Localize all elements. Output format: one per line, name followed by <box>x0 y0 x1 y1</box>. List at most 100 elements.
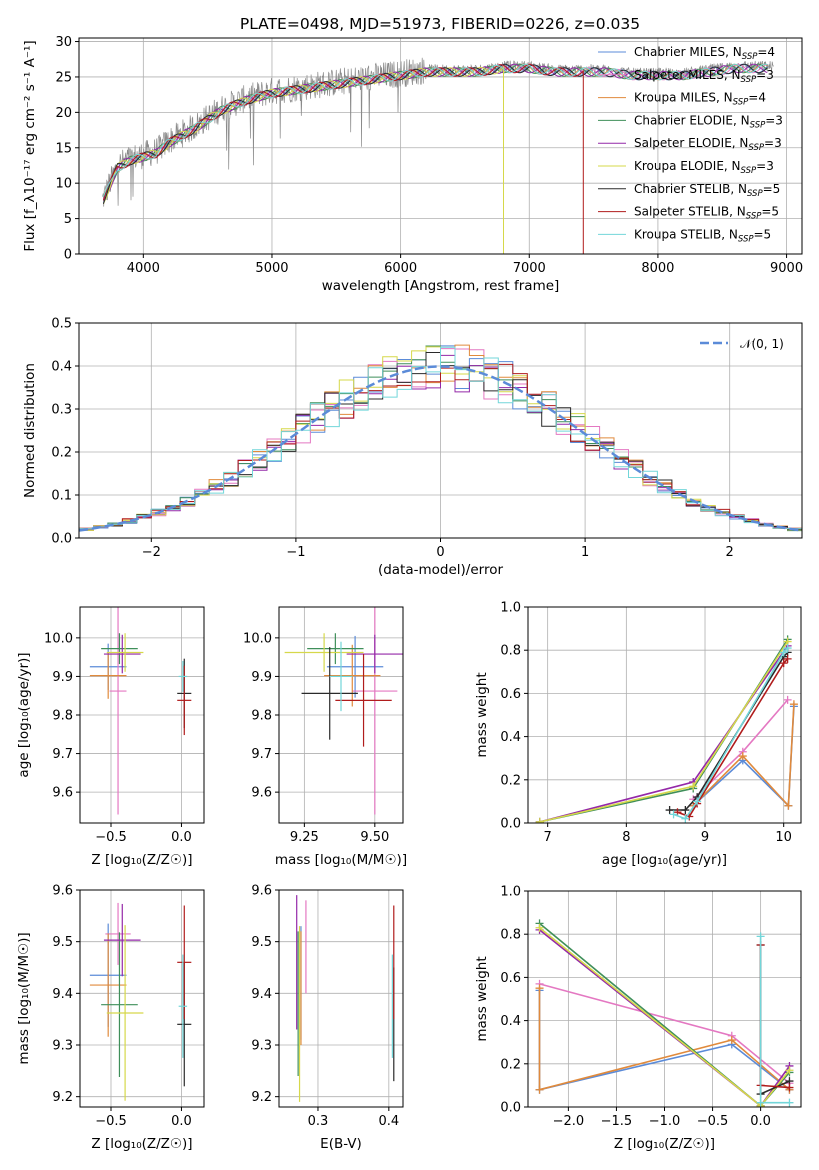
y-axis-label: Normed distribution <box>22 363 38 498</box>
weight-marker-salpeter_stelib <box>785 1083 794 1092</box>
x-tick-label: −2 <box>142 545 161 560</box>
y-tick-label: 9.6 <box>52 884 73 899</box>
weight-marker-kroupa_elodie <box>689 782 698 791</box>
x-axis-label: E(B-V) <box>320 1136 362 1152</box>
y-axis-label: mass weight <box>474 956 490 1041</box>
y-tick-label: 9.8 <box>251 709 272 724</box>
x-tick-label: 9 <box>701 830 709 845</box>
weight-marker-chabrier_stelib <box>681 806 690 815</box>
plot-area <box>535 635 798 823</box>
plot-area <box>284 607 403 815</box>
x-tick-label: 7000 <box>513 261 546 276</box>
y-tick-label: 0.2 <box>500 1057 521 1072</box>
x-tick-label: 9000 <box>770 261 803 276</box>
y-tick-label: 9.7 <box>251 747 272 762</box>
weight-marker-kroupa_miles <box>727 1036 736 1045</box>
legend-count: =5 <box>763 182 781 196</box>
x-tick-label: 1 <box>581 545 589 560</box>
weight-marker-salpeter_miles <box>783 695 792 704</box>
weight-line-kroupa_miles <box>692 704 795 808</box>
weight-marker-chabrier_stelib <box>665 806 674 815</box>
x-axis-label: Z [log₁₀(Z/Z☉)] <box>614 1136 715 1152</box>
axes-mass_vs_ebv: 0.3 0.4 9.2 9.3 9.4 9.5 9.6 E(B-V) <box>251 884 404 1152</box>
legend-count: =4 <box>757 45 775 59</box>
plot-area <box>535 919 794 1107</box>
y-tick-label: 9.9 <box>251 670 272 685</box>
axes-mass_vs_Z: −0.5 0.0 9.2 9.3 9.4 9.5 9.6 Z [log₁₀(Z/Z☉)] mas… <box>16 884 205 1152</box>
legend-count: =3 <box>764 136 782 150</box>
y-tick-label: 25 <box>55 70 72 85</box>
y-tick-label: 0 <box>64 248 72 263</box>
weight-marker-kroupa_miles <box>738 752 747 761</box>
y-tick-label: 9.4 <box>251 987 272 1002</box>
legend-label: Kroupa STELIB, NSSP=5 <box>634 227 771 244</box>
axes-residuals: −2 −1 0 1 2 0.0 0.1 0.2 0.3 0.4 0.5 (data-model)/er… <box>22 317 803 578</box>
legend-label: Chabrier STELIB, NSSP=5 <box>634 182 780 199</box>
x-axis-label: age [log₁₀(age/yr)] <box>602 852 727 868</box>
weight-marker-salpeter_stelib <box>779 659 788 668</box>
axes-frame <box>527 606 802 824</box>
y-tick-label: 5 <box>64 212 72 227</box>
axes-mass_weight_vs_Z: −2.0 −1.5 −1.0 −0.5 0.0 0.0 0.2 0.4 0.6 0.8 1.0 Z [… <box>474 885 802 1152</box>
x-tick-label: 0.4 <box>378 1114 399 1129</box>
axes-frame <box>79 889 205 1108</box>
y-tick-label: 0.0 <box>500 1101 521 1116</box>
legend-subscript: SSP <box>750 120 766 130</box>
x-tick-label: 5000 <box>255 261 288 276</box>
x-axis-label: Z [log₁₀(Z/Z☉)] <box>91 1136 192 1152</box>
weight-marker-kroupa_stelib <box>779 648 788 657</box>
x-tick-label: 0 <box>436 545 444 560</box>
model-spectrum-chabrier_miles <box>102 63 768 204</box>
y-tick-label: 0.1 <box>51 489 72 504</box>
weight-marker-kroupa_stelib <box>783 644 792 653</box>
model-spectrum-kroupa_elodie <box>102 65 504 254</box>
weight-marker-kroupa_stelib <box>785 1098 794 1107</box>
y-tick-label: 9.6 <box>251 884 272 899</box>
y-tick-label: 0.4 <box>51 360 72 375</box>
y-tick-label: 9.2 <box>251 1090 272 1105</box>
y-tick-label: 0.0 <box>500 817 521 832</box>
y-tick-label: 30 <box>55 35 72 50</box>
model-spectrum-salpeter_stelib <box>102 63 584 254</box>
legend-subscript: SSP <box>738 234 754 244</box>
axes-mass_weight_vs_age: 7 8 9 10 0.0 0.2 0.4 0.6 0.8 1.0 age [log₁₀(age/yr… <box>474 601 802 868</box>
legend-label: Chabrier ELODIE, NSSP=3 <box>634 113 783 130</box>
weight-marker-kroupa_elodie <box>535 923 544 932</box>
y-tick-label: 20 <box>55 106 72 121</box>
legend-subscript: SSP <box>742 52 758 62</box>
plot-area <box>79 344 802 538</box>
y-tick-label: 9.5 <box>52 935 73 950</box>
y-tick-label: 0.2 <box>51 446 72 461</box>
x-axis-label: (data-model)/error <box>378 562 504 578</box>
plot-area <box>101 57 774 254</box>
figure-title: PLATE=0498, MJD=51973, FIBERID=0226, z=0… <box>240 15 640 33</box>
weight-line-kroupa_stelib <box>673 647 789 820</box>
legend-count: =3 <box>765 113 783 127</box>
weight-line-salpeter_stelib <box>677 658 789 818</box>
x-tick-label: 6000 <box>384 261 417 276</box>
y-tick-label: 0.8 <box>500 644 521 659</box>
x-tick-label: 0.0 <box>171 1114 192 1129</box>
y-tick-label: 0.5 <box>51 317 72 332</box>
legend-label: Salpeter STELIB, NSSP=5 <box>634 205 779 222</box>
y-tick-label: 0.2 <box>500 773 521 788</box>
x-tick-label: −1 <box>286 545 305 560</box>
y-axis-label: mass weight <box>474 672 490 757</box>
legend-label: Chabrier MILES, NSSP=4 <box>634 45 775 62</box>
x-axis-label: Z [log₁₀(Z/Z☉)] <box>91 852 192 868</box>
y-tick-label: 0.8 <box>500 928 521 943</box>
x-tick-label: 4000 <box>127 261 160 276</box>
weight-marker-kroupa_stelib <box>669 810 678 819</box>
y-tick-label: 0.3 <box>51 403 72 418</box>
weight-marker-kroupa_stelib <box>693 797 702 806</box>
x-tick-label: 7 <box>544 830 552 845</box>
y-tick-label: 9.3 <box>52 1039 73 1054</box>
weight-marker-kroupa_stelib <box>681 814 690 823</box>
y-tick-label: 9.8 <box>52 709 73 724</box>
y-tick-label: 9.4 <box>52 987 73 1002</box>
y-tick-label: 9.3 <box>251 1039 272 1054</box>
weight-marker-kroupa_elodie <box>785 1066 794 1075</box>
y-tick-label: 0.6 <box>500 687 521 702</box>
legend-count: =5 <box>754 227 772 241</box>
y-tick-label: 10.0 <box>243 631 272 646</box>
